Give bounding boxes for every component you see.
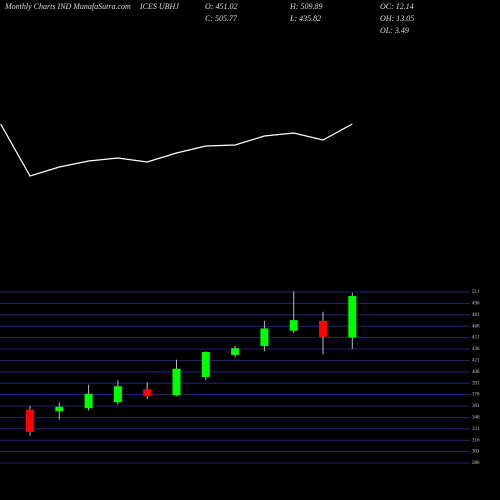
stat: O: 451.02 (205, 2, 237, 11)
candle-body (143, 389, 152, 397)
candle-body (348, 295, 357, 338)
y-tick-label: 481 (472, 313, 480, 318)
y-tick-label: 316 (472, 438, 480, 443)
candle-body (289, 320, 298, 331)
candle-body (26, 409, 34, 432)
stat: OL: 3.49 (380, 26, 409, 35)
y-tick-label: 511 (472, 290, 480, 295)
y-tick-label: 496 (472, 302, 480, 307)
candle-body (84, 393, 93, 409)
y-tick-label: 421 (472, 359, 480, 364)
y-tick-label: 331 (472, 427, 480, 432)
stat: OC: 12.14 (380, 2, 414, 11)
indicator-line (0, 123, 353, 177)
y-tick-label: 301 (472, 450, 480, 455)
y-tick-label: 286 (472, 461, 480, 466)
y-tick-label: 466 (472, 324, 480, 329)
y-tick-label: 391 (472, 381, 480, 386)
stat: L: 435.82 (289, 14, 321, 23)
candle-body (201, 352, 210, 378)
stat: OH: 13.05 (380, 14, 414, 23)
y-tick-label: 376 (472, 393, 480, 398)
y-tick-label: 451 (472, 336, 480, 341)
candle-body (55, 406, 64, 412)
candle-body (260, 328, 269, 346)
candle-body (113, 386, 122, 403)
y-tick-label: 436 (472, 347, 480, 352)
stat: C: 505.77 (205, 14, 238, 23)
candle-body (319, 320, 327, 337)
stat: H: 509.89 (289, 2, 322, 11)
chart-title: Monthly Charts IND MunafaSutra.com (4, 2, 131, 11)
y-tick-label: 361 (472, 404, 480, 409)
y-tick-label: 406 (472, 370, 480, 375)
y-tick-label: 346 (472, 416, 480, 421)
symbol: ICES UBHJ (139, 2, 179, 11)
candle-body (172, 368, 181, 396)
candle-body (231, 348, 240, 356)
